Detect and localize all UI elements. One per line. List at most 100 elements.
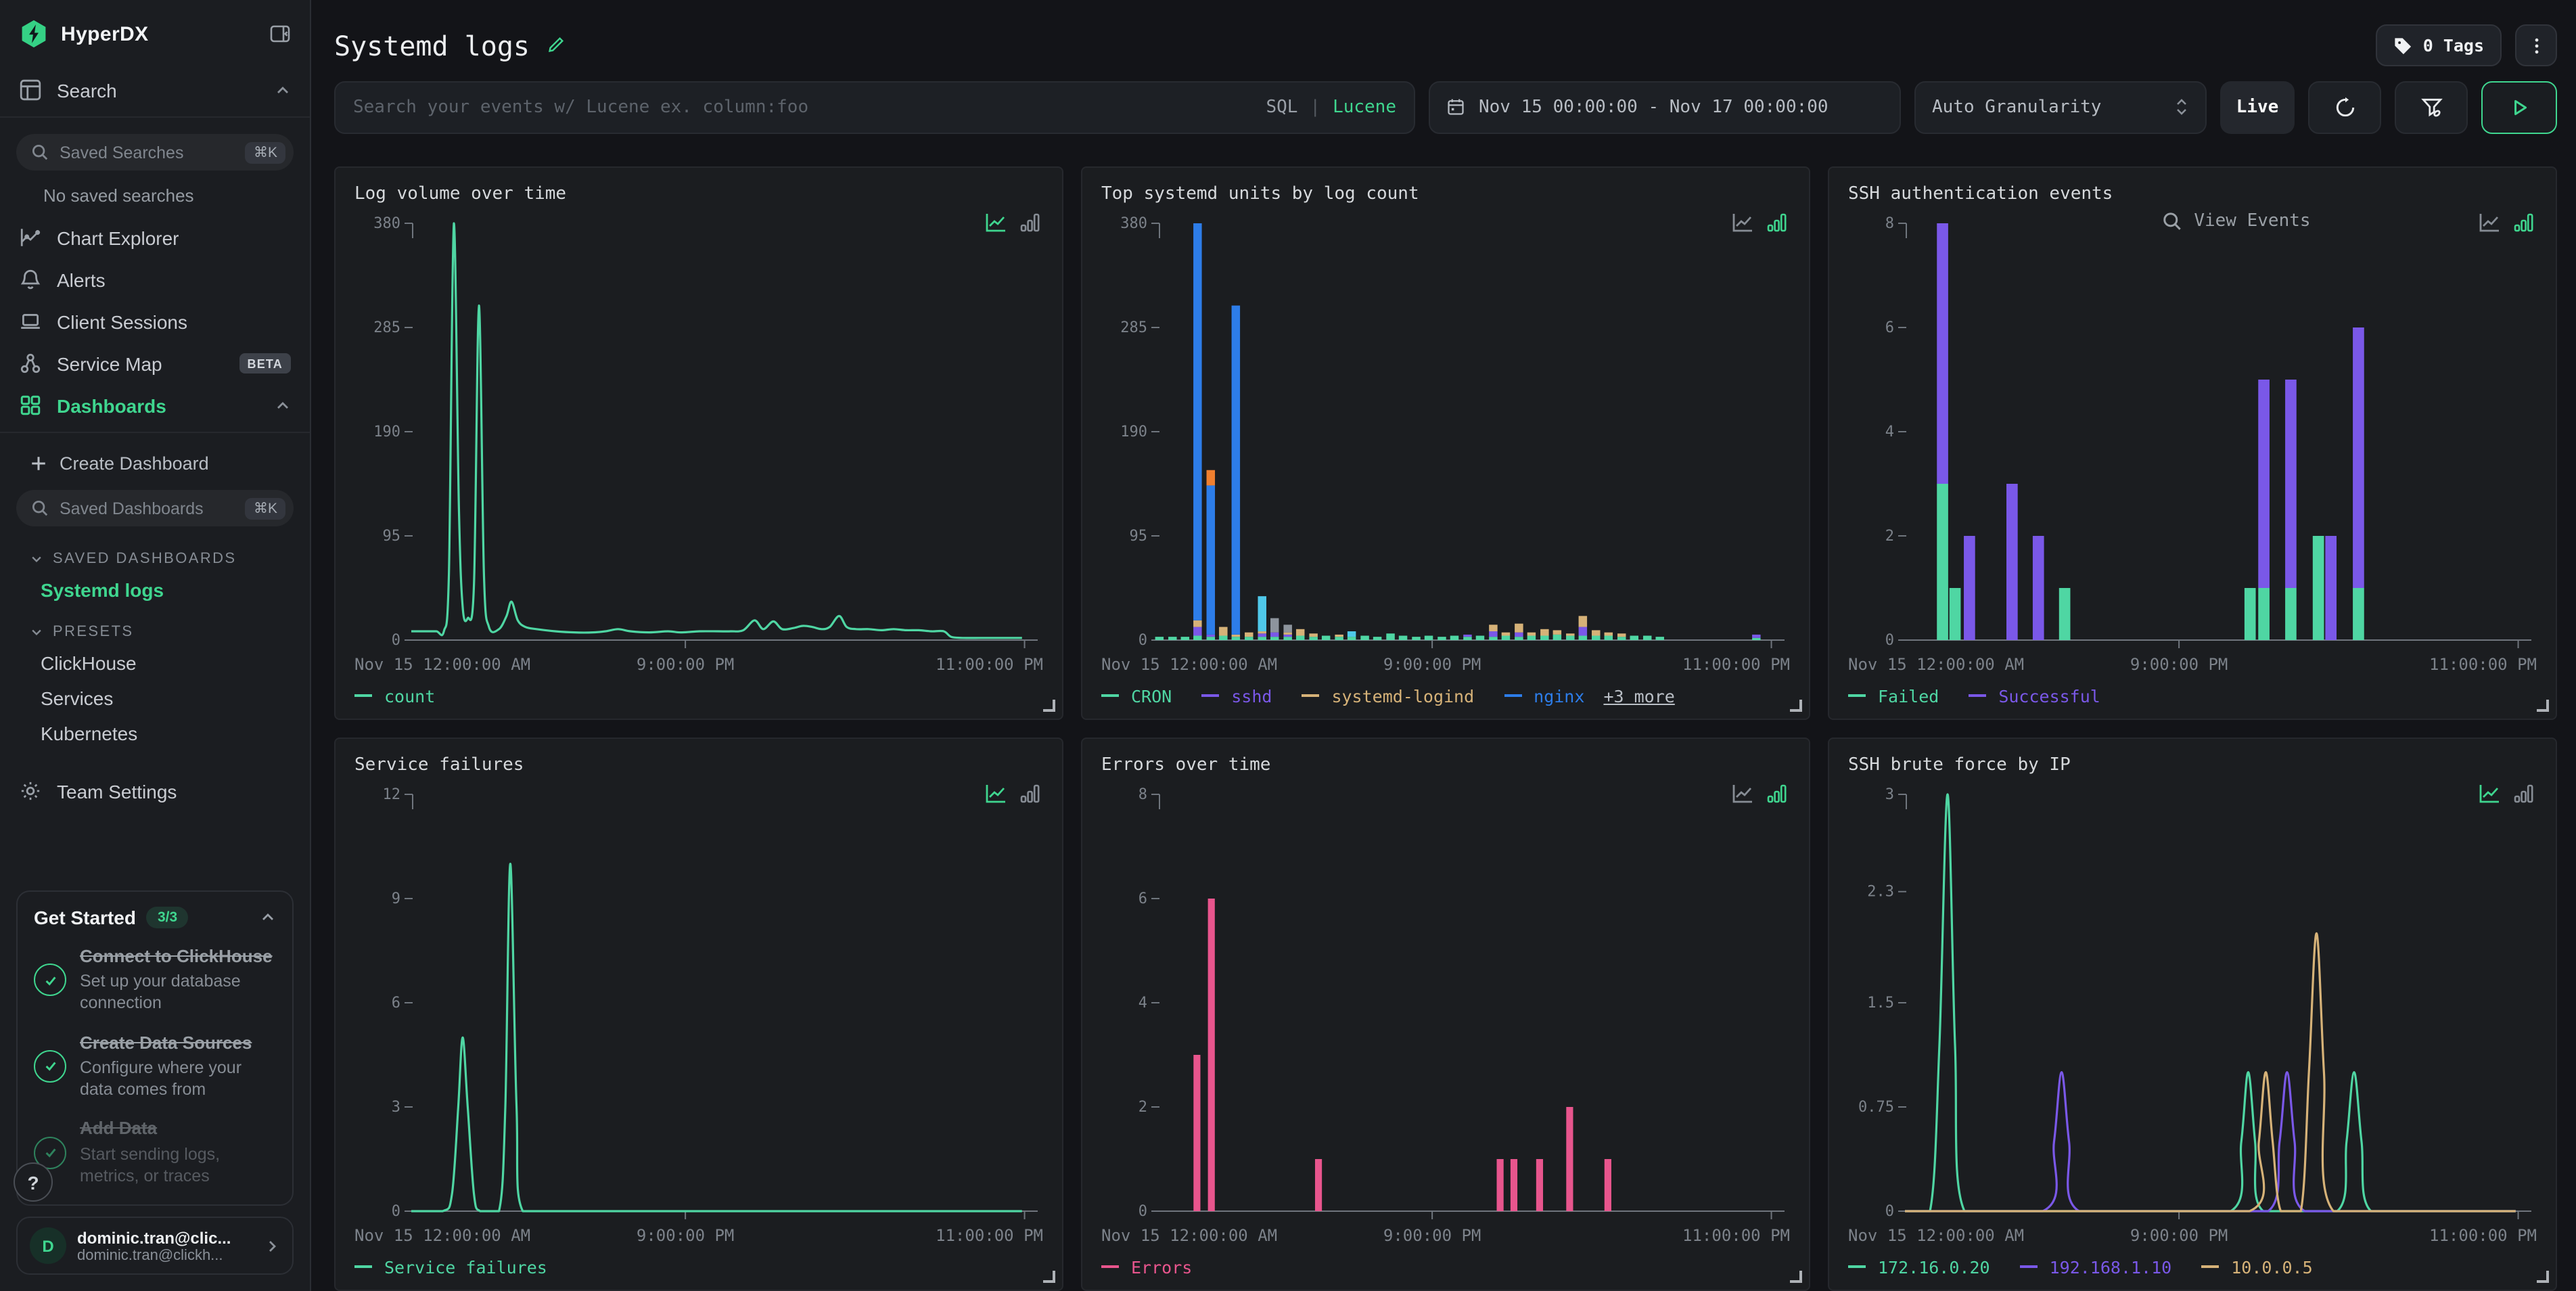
kbd-shortcut: ⌘K <box>246 497 285 519</box>
legend-item[interactable]: Errors <box>1101 1256 1192 1277</box>
legend-item[interactable]: nginx <box>1504 685 1584 706</box>
panel-resize-handle[interactable] <box>1790 700 1802 712</box>
line-chart-toggle-icon[interactable] <box>2479 212 2500 233</box>
x-axis-labels: Nov 15 12:00:00 AM9:00:00 PM11:00:00 PM <box>354 1226 1043 1248</box>
x-tick-label: 11:00:00 PM <box>1682 1226 1790 1245</box>
edit-title-icon[interactable] <box>545 36 565 56</box>
legend-label: Successful <box>1998 685 2100 706</box>
svg-text:2.3: 2.3 <box>1867 884 1894 901</box>
line-chart-toggle-icon[interactable] <box>1732 212 1753 233</box>
legend-item[interactable]: sshd <box>1201 685 1272 706</box>
saved-dashboards-group-header[interactable]: SAVED DASHBOARDS <box>0 535 310 572</box>
live-button[interactable]: Live <box>2220 81 2295 134</box>
sidebar-preset-services[interactable]: Services <box>0 681 310 716</box>
view-events-button[interactable]: View Events <box>2161 211 2310 231</box>
bar-chart-toggle-icon[interactable] <box>1020 212 1040 233</box>
legend-more-link[interactable]: +3 more <box>1603 685 1674 706</box>
legend-item[interactable]: Failed <box>1848 685 1939 706</box>
get-started-step-data-sources[interactable]: Create Data Sources Configure where your… <box>34 1032 276 1101</box>
granularity-select[interactable]: Auto Granularity <box>1914 81 2207 134</box>
legend-item[interactable]: count <box>354 685 435 706</box>
saved-searches-input[interactable]: Saved Searches ⌘K <box>16 134 294 171</box>
refresh-button[interactable] <box>2308 81 2381 134</box>
chart-plot-area[interactable]: 036912 <box>354 778 1043 1222</box>
chart-plot-area[interactable]: 095190285380 <box>1101 207 1790 651</box>
chart-explorer-icon <box>19 226 42 249</box>
presets-group-header[interactable]: PRESETS <box>0 608 310 646</box>
legend-item[interactable]: Successful <box>1969 685 2100 706</box>
chart-plot-area[interactable]: 02468 <box>1848 207 2537 651</box>
logo-row: HyperDX <box>0 0 310 65</box>
line-chart-toggle-icon[interactable] <box>1732 784 1753 804</box>
chevron-up-icon <box>275 82 291 98</box>
line-chart-toggle-icon[interactable] <box>985 784 1007 804</box>
legend-swatch <box>2020 1265 2038 1268</box>
legend-swatch <box>354 694 372 697</box>
avatar: D <box>30 1227 66 1264</box>
chart-plot-area[interactable]: 095190285380 <box>354 207 1043 651</box>
chevron-up-icon[interactable] <box>260 909 276 926</box>
legend-item[interactable]: 10.0.0.5 <box>2201 1256 2312 1277</box>
sidebar-item-label: Alerts <box>57 269 106 290</box>
get-started-step-add-data[interactable]: Add Data Start sending logs, metrics, or… <box>34 1118 276 1187</box>
panel-menu-button[interactable] <box>2515 25 2557 67</box>
chart-plot-area[interactable]: 00.751.52.33 <box>1848 778 2537 1222</box>
sidebar-item-alerts[interactable]: Alerts <box>0 258 310 300</box>
sidebar-item-search[interactable]: Search <box>0 65 310 111</box>
bar-chart-toggle-icon[interactable] <box>1767 212 1787 233</box>
sidebar-item-service-map[interactable]: Service Map BETA <box>0 342 310 384</box>
event-search-input[interactable]: Search your events w/ Lucene ex. column:… <box>334 81 1415 134</box>
main-content: Systemd logs 0 Tags <box>311 0 2576 1291</box>
panel-resize-handle[interactable] <box>1043 1271 1055 1283</box>
time-range-picker[interactable]: Nov 15 00:00:00 - Nov 17 00:00:00 <box>1429 81 1901 134</box>
bar-chart-toggle-icon[interactable] <box>1020 784 1040 804</box>
svg-text:6: 6 <box>1138 890 1147 907</box>
x-tick-label: 11:00:00 PM <box>936 1226 1043 1245</box>
x-tick-label: 9:00:00 PM <box>637 1226 735 1245</box>
filter-button[interactable] <box>2395 81 2468 134</box>
create-dashboard-button[interactable]: Create Dashboard <box>0 438 310 479</box>
get-started-progress-badge: 3/3 <box>147 907 188 928</box>
run-query-button[interactable] <box>2481 81 2557 134</box>
lucene-mode-toggle[interactable]: Lucene <box>1333 97 1396 118</box>
legend-item[interactable]: CRON <box>1101 685 1172 706</box>
no-saved-searches-text: No saved searches <box>0 179 310 217</box>
panel-resize-handle[interactable] <box>1790 1271 1802 1283</box>
svg-text:3: 3 <box>1885 786 1894 803</box>
legend-item[interactable]: Service failures <box>354 1256 547 1277</box>
get-started-step-connect[interactable]: Connect to ClickHouse Set up your databa… <box>34 946 276 1015</box>
sidebar-preset-kubernetes[interactable]: Kubernetes <box>0 716 310 751</box>
svg-text:0: 0 <box>392 1203 400 1220</box>
user-menu[interactable]: D dominic.tran@clic... dominic.tran@clic… <box>16 1217 294 1275</box>
svg-text:190: 190 <box>373 424 400 440</box>
line-chart-toggle-icon[interactable] <box>2479 784 2500 804</box>
panel-resize-handle[interactable] <box>1043 700 1055 712</box>
chevron-up-icon <box>275 397 291 413</box>
search-icon <box>31 499 49 517</box>
mode-separator: | <box>1310 97 1320 118</box>
bar-chart-toggle-icon[interactable] <box>2514 784 2534 804</box>
bar-chart-toggle-icon[interactable] <box>1767 784 1787 804</box>
panel-resize-handle[interactable] <box>2537 1271 2549 1283</box>
legend-item[interactable]: +3 more <box>1614 685 1674 706</box>
legend-item[interactable]: 172.16.0.20 <box>1848 1256 1990 1277</box>
legend-swatch <box>354 1265 372 1268</box>
sql-mode-toggle[interactable]: SQL <box>1266 97 1297 118</box>
bar-chart-toggle-icon[interactable] <box>2514 212 2534 233</box>
panel-top-systemd-units: Top systemd units by log count0951902853… <box>1081 166 1810 720</box>
help-button[interactable]: ? <box>14 1162 53 1202</box>
sidebar-dashboard-systemd-logs[interactable]: Systemd logs <box>0 572 310 608</box>
chart-plot-area[interactable]: 02468 <box>1101 778 1790 1222</box>
line-chart-toggle-icon[interactable] <box>985 212 1007 233</box>
sidebar-item-chart-explorer[interactable]: Chart Explorer <box>0 217 310 258</box>
tags-button[interactable]: 0 Tags <box>2376 25 2502 67</box>
panel-resize-handle[interactable] <box>2537 700 2549 712</box>
legend-item[interactable]: systemd-logind <box>1302 685 1474 706</box>
sidebar-item-dashboards[interactable]: Dashboards <box>0 384 310 426</box>
sidebar-item-client-sessions[interactable]: Client Sessions <box>0 300 310 342</box>
sidebar-preset-clickhouse[interactable]: ClickHouse <box>0 646 310 681</box>
saved-dashboards-input[interactable]: Saved Dashboards ⌘K <box>16 490 294 526</box>
legend-item[interactable]: 192.168.1.10 <box>2020 1256 2172 1277</box>
sidebar-item-team-settings[interactable]: Team Settings <box>0 770 310 812</box>
sidebar-collapse-icon[interactable] <box>269 23 291 45</box>
